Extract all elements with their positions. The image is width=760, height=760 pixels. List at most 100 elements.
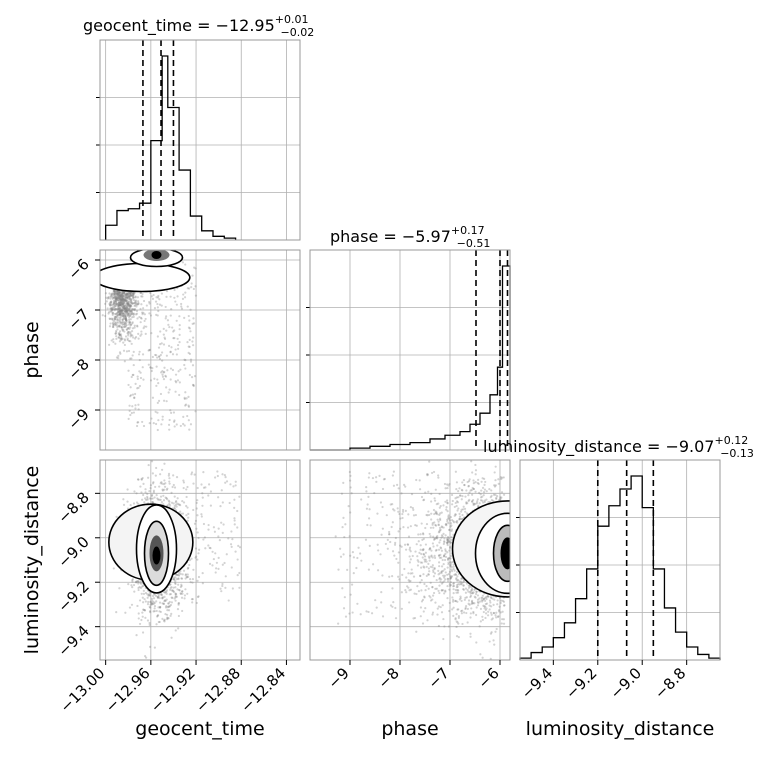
sample-point <box>156 314 159 317</box>
sample-point <box>148 349 151 352</box>
sample-point <box>474 502 477 506</box>
sample-point <box>478 491 481 494</box>
sample-point <box>231 587 234 590</box>
sample-point <box>127 303 130 306</box>
sample-point <box>150 494 153 498</box>
sample-point <box>175 595 179 598</box>
sample-point <box>155 365 158 368</box>
sample-point <box>133 312 136 315</box>
sample-point <box>182 422 185 426</box>
sample-point <box>208 562 212 565</box>
sample-point <box>185 397 188 400</box>
sample-point <box>115 302 118 305</box>
sample-point <box>113 309 116 312</box>
sample-point <box>187 395 190 398</box>
sample-point <box>171 353 175 356</box>
sample-point <box>138 315 141 319</box>
sample-point <box>118 311 121 314</box>
sample-point <box>148 312 151 315</box>
sample-point <box>163 488 166 491</box>
sample-point <box>121 322 124 325</box>
sample-point <box>179 510 182 513</box>
sample-point <box>148 490 151 493</box>
sample-point <box>110 307 113 310</box>
sample-point <box>464 596 467 599</box>
sample-point <box>176 573 179 577</box>
sample-point <box>444 523 447 526</box>
sample-point <box>124 314 127 317</box>
sample-point <box>121 301 124 304</box>
sample-point <box>139 334 142 337</box>
hist-panel-luminosity-distance <box>516 459 721 661</box>
sample-point <box>112 302 115 306</box>
sample-point <box>128 306 131 309</box>
sample-point <box>209 504 212 507</box>
sample-point <box>154 485 157 489</box>
sample-point <box>116 312 119 315</box>
sample-point <box>170 346 173 349</box>
sample-point <box>141 420 144 424</box>
sample-point <box>118 293 121 297</box>
sample-point <box>122 314 125 318</box>
sample-point <box>448 517 451 520</box>
sample-point <box>466 588 469 592</box>
sample-point <box>170 411 173 414</box>
sample-point <box>129 294 133 297</box>
sample-point <box>121 292 124 295</box>
sample-point <box>217 567 220 570</box>
sample-point <box>184 574 187 577</box>
sample-point <box>125 306 128 309</box>
sample-point <box>114 292 117 295</box>
sample-point <box>158 606 162 609</box>
sample-point <box>165 605 168 608</box>
sample-point <box>110 292 113 295</box>
sample-point <box>127 309 130 313</box>
sample-point <box>119 299 122 302</box>
sample-point <box>121 328 124 331</box>
sample-point <box>151 396 155 399</box>
sample-point <box>162 343 166 346</box>
sample-point <box>449 525 452 528</box>
sample-point <box>137 612 140 615</box>
sample-point <box>109 304 112 307</box>
sample-point <box>464 606 467 610</box>
sample-point <box>475 590 478 593</box>
sample-point <box>126 332 129 335</box>
sample-point <box>472 602 475 605</box>
sample-point <box>149 601 152 604</box>
sample-point <box>177 574 181 577</box>
sample-point <box>191 601 194 604</box>
sample-point <box>162 399 166 402</box>
sample-point <box>107 312 110 315</box>
sample-point <box>203 536 206 539</box>
sample-point <box>456 519 459 523</box>
sample-point <box>131 294 134 297</box>
sample-point <box>427 587 430 590</box>
sample-point <box>125 350 129 353</box>
sample-point <box>119 303 123 306</box>
sample-point <box>169 583 172 586</box>
sample-point <box>124 299 127 302</box>
sample-point <box>122 302 125 305</box>
sample-point <box>404 589 407 592</box>
sample-point <box>463 483 466 487</box>
sample-point <box>177 573 180 576</box>
sample-point <box>136 317 139 320</box>
sample-point <box>118 333 121 337</box>
sample-point <box>123 294 126 298</box>
sample-point <box>123 300 127 303</box>
sample-point <box>187 345 190 348</box>
sample-point <box>177 347 180 350</box>
sample-point <box>424 551 427 554</box>
sample-point <box>414 454 416 456</box>
sample-point <box>131 354 134 357</box>
sample-point <box>393 543 397 546</box>
sample-point <box>108 303 112 306</box>
sample-point <box>494 493 497 496</box>
sample-point <box>446 501 449 504</box>
sample-point <box>129 323 133 327</box>
sample-point <box>397 510 400 513</box>
sample-point <box>494 479 497 482</box>
sample-point <box>453 573 456 576</box>
sample-point <box>174 380 177 383</box>
